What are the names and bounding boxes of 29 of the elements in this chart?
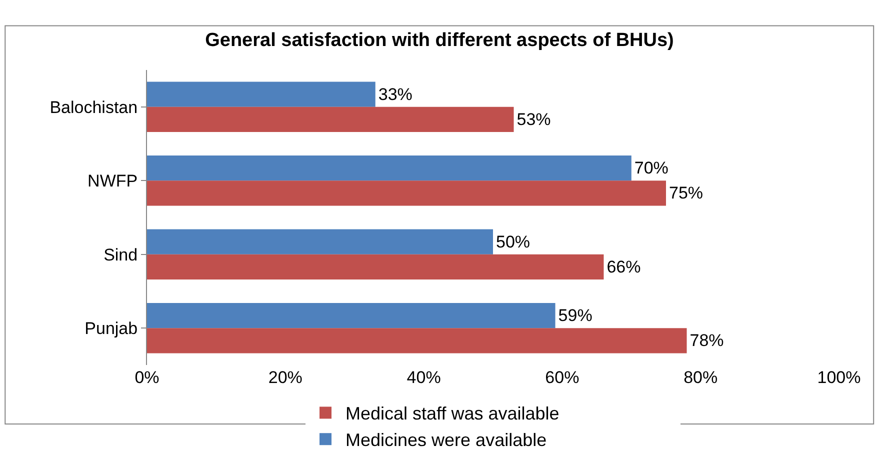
bar (147, 180, 666, 206)
y-tick-label: Punjab (84, 319, 138, 338)
x-tick-label: 80% (684, 368, 718, 387)
data-label: 53% (516, 110, 551, 129)
data-label: 33% (378, 84, 412, 104)
x-tick-label: 20% (268, 368, 302, 387)
data-label: 75% (669, 184, 704, 203)
data-label: 78% (690, 331, 724, 350)
bar (147, 254, 604, 280)
bar (147, 156, 632, 181)
bar (147, 229, 493, 254)
data-label: 66% (606, 257, 641, 276)
legend-label: Medicines were available (346, 430, 547, 450)
data-label: 70% (634, 158, 668, 178)
bar (147, 106, 514, 132)
y-tick-label: Sind (104, 245, 138, 264)
x-tick-label: 0% (134, 368, 160, 387)
x-tick-label: 60% (545, 368, 580, 387)
y-tick-label: Balochistan (50, 98, 138, 117)
data-label: 50% (496, 232, 530, 252)
x-tick-label: 40% (406, 368, 441, 387)
y-tick-label: NWFP (88, 172, 138, 191)
chart-title: General satisfaction with different aspects of BHUs) (205, 30, 674, 52)
legend-label: Medical staff was available (346, 404, 560, 424)
data-label: 59% (558, 306, 592, 326)
bar (147, 82, 376, 107)
bar (147, 303, 556, 328)
x-tick-label: 100% (817, 368, 861, 387)
bar (147, 328, 687, 354)
